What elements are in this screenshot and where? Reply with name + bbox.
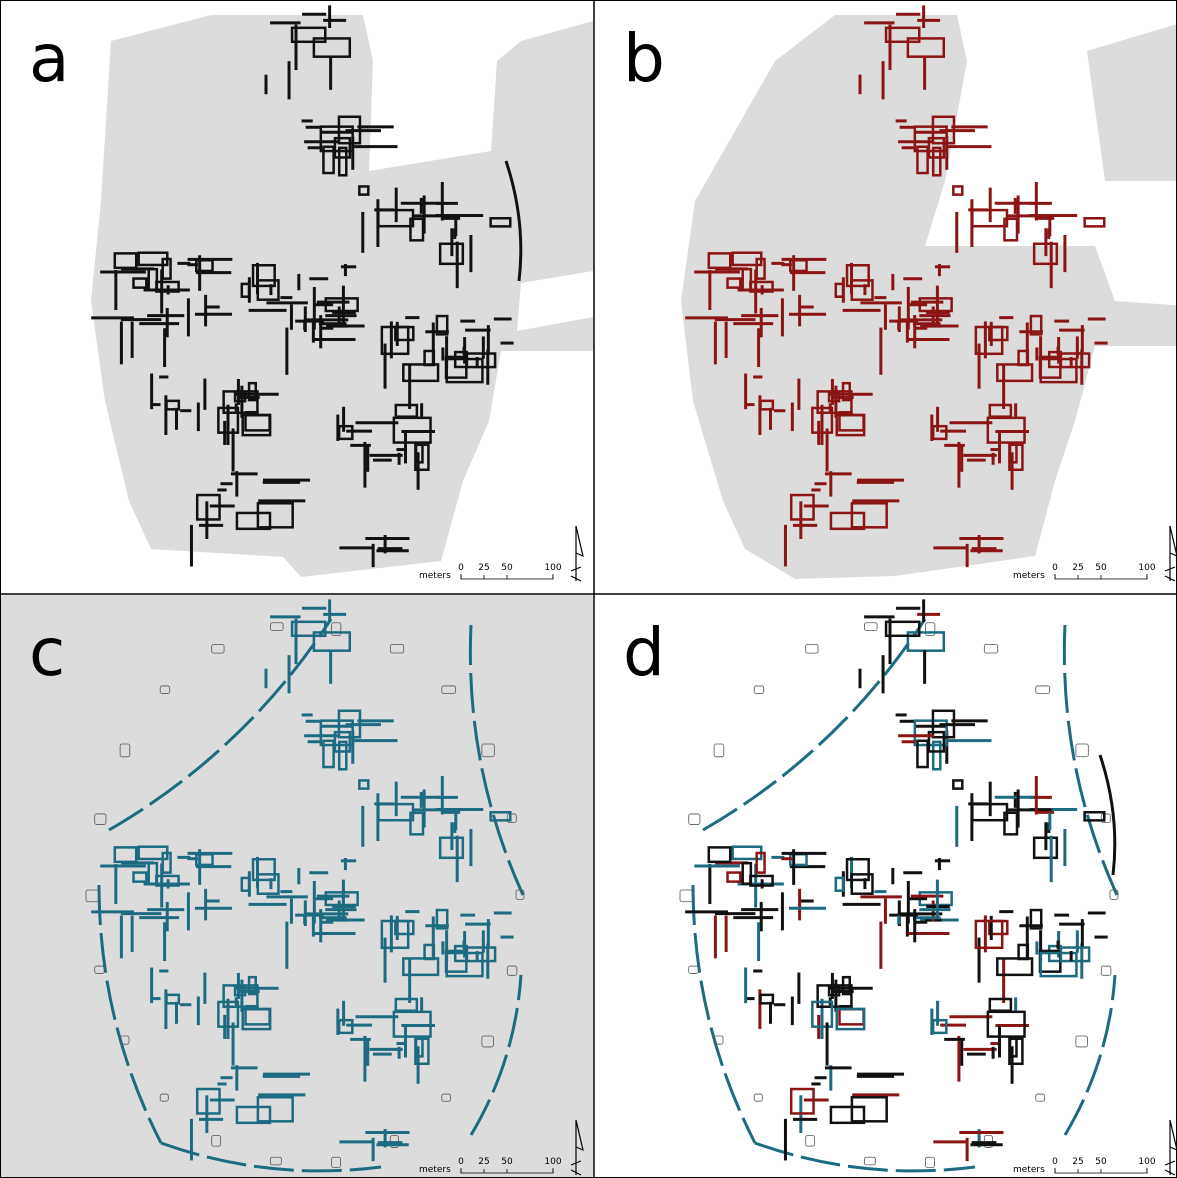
scale-label: 50 [501,1157,513,1167]
scale-label: 0 [458,563,464,573]
scale-label: 0 [458,1157,464,1167]
scale-label: 0 [1052,563,1058,573]
scale-label: 100 [1138,563,1155,573]
scale-label: 50 [1095,1157,1107,1167]
scale-label: 0 [1052,1157,1058,1167]
scale-unit: meters [1013,1165,1045,1175]
panel-label: c [29,614,65,691]
panel-label: a [29,20,69,97]
scale-label: 25 [478,563,489,573]
panel-label: d [623,614,665,691]
site-area [1,595,593,1178]
scale-unit: meters [419,1165,451,1175]
scale-label: 25 [1072,563,1083,573]
map-panel: c meters 0 25 50 100 [1,595,593,1178]
scale-unit: meters [1013,571,1045,581]
scale-label: 100 [1138,1157,1155,1167]
scale-label: 50 [501,563,513,573]
scale-unit: meters [419,571,451,581]
scale-label: 25 [478,1157,489,1167]
scale-label: 100 [544,1157,561,1167]
figure: a meters 0 25 50 100 b meters 0 25 50 100 c meters 0 25… [0,0,1177,1178]
scale-label: 25 [1072,1157,1083,1167]
scale-label: 50 [1095,563,1107,573]
panel-label: b [623,20,665,97]
scale-label: 100 [544,563,561,573]
